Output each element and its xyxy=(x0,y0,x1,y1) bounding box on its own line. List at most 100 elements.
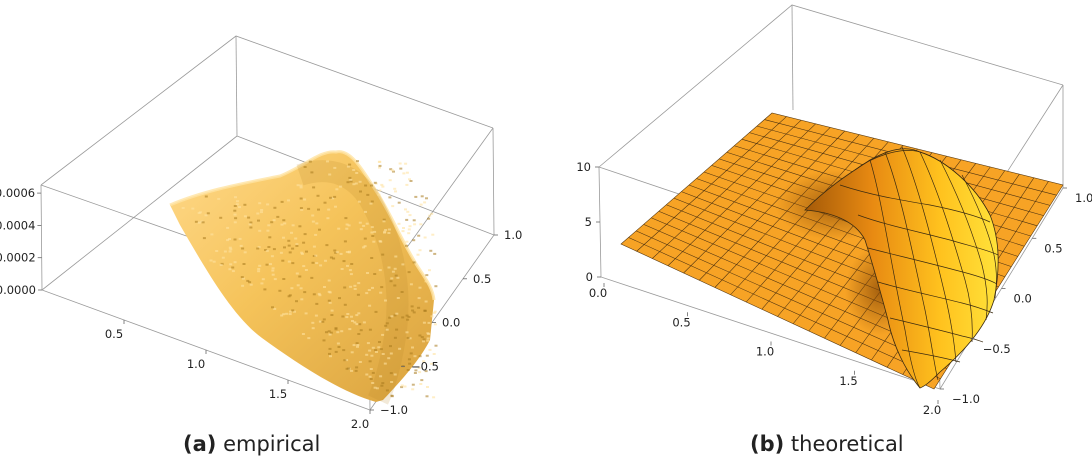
voxel xyxy=(260,282,264,285)
voxel xyxy=(197,221,201,224)
voxel xyxy=(368,304,372,307)
voxel xyxy=(377,160,381,163)
voxel xyxy=(381,185,385,188)
voxel xyxy=(228,246,232,249)
voxel xyxy=(411,388,415,391)
voxel xyxy=(373,181,377,184)
voxel xyxy=(394,274,398,277)
voxel xyxy=(338,297,341,300)
voxel xyxy=(408,178,411,181)
voxel xyxy=(427,321,431,324)
voxel xyxy=(256,212,260,215)
voxel xyxy=(418,286,422,289)
voxel xyxy=(310,276,314,279)
voxel xyxy=(397,222,401,225)
voxel xyxy=(406,369,410,371)
voxel xyxy=(359,329,363,332)
voxel xyxy=(395,328,399,331)
voxel xyxy=(334,205,337,208)
voxel xyxy=(266,203,270,206)
voxel xyxy=(370,231,374,234)
voxel xyxy=(351,320,354,322)
voxel xyxy=(314,314,318,317)
voxel xyxy=(243,215,247,218)
voxel xyxy=(257,246,261,249)
panel-b: 0 5 10 0.0 0.5 1.0 1.5 2.0 −1.0 −0.5 0.0 0.5 1.0 xyxy=(576,4,1092,417)
voxel xyxy=(288,294,292,297)
voxel xyxy=(420,336,424,339)
voxel xyxy=(394,190,397,193)
voxel xyxy=(236,200,239,203)
voxel xyxy=(356,344,360,346)
voxel xyxy=(410,305,414,308)
voxel xyxy=(317,208,320,211)
voxel xyxy=(240,276,244,279)
panel-b-x-tick-label: 1.5 xyxy=(839,374,857,388)
voxel xyxy=(431,233,435,236)
voxel xyxy=(271,269,275,272)
voxel xyxy=(389,352,393,355)
voxel xyxy=(409,352,413,355)
panel-a-x-tick-label: 1.0 xyxy=(187,357,205,371)
voxel xyxy=(373,273,377,275)
voxel xyxy=(407,228,411,231)
panel-a-y-tick-label: 1.0 xyxy=(504,228,522,242)
voxel xyxy=(353,321,357,324)
voxel xyxy=(235,203,239,206)
voxel xyxy=(432,311,436,314)
panel-a-y-ticks: −1.0 −0.5 0.0 0.5 1.0 xyxy=(370,228,522,417)
voxel xyxy=(433,323,437,326)
voxel xyxy=(393,373,397,376)
voxel xyxy=(334,251,338,254)
voxel xyxy=(403,385,407,388)
voxel xyxy=(362,321,366,324)
voxel xyxy=(400,386,404,389)
voxel xyxy=(362,224,366,227)
voxel xyxy=(300,298,304,301)
voxel xyxy=(271,306,274,309)
voxel xyxy=(271,273,275,276)
voxel xyxy=(434,285,438,288)
voxel xyxy=(371,382,375,384)
voxel xyxy=(303,198,307,201)
voxel xyxy=(408,214,412,217)
voxel xyxy=(295,300,298,303)
voxel xyxy=(280,314,284,317)
voxel xyxy=(371,371,375,374)
voxel xyxy=(248,281,252,284)
voxel xyxy=(355,342,359,345)
voxel xyxy=(353,288,357,290)
voxel xyxy=(418,355,422,358)
voxel xyxy=(233,213,237,216)
voxel xyxy=(354,182,358,185)
voxel xyxy=(426,339,430,342)
voxel xyxy=(389,280,393,283)
voxel xyxy=(422,340,425,343)
voxel xyxy=(345,359,349,362)
voxel xyxy=(364,184,368,187)
voxel xyxy=(390,381,394,383)
voxel xyxy=(303,166,307,168)
voxel xyxy=(365,373,369,376)
voxel xyxy=(407,358,411,361)
voxel xyxy=(347,367,351,370)
voxel xyxy=(426,332,430,335)
voxel xyxy=(359,228,363,231)
voxel xyxy=(358,323,362,326)
voxel xyxy=(327,279,331,282)
voxel xyxy=(221,256,225,259)
voxel xyxy=(434,344,438,347)
voxel xyxy=(241,247,245,250)
voxel xyxy=(204,195,208,198)
voxel xyxy=(314,233,318,236)
panel-b-y-tick-label: −0.5 xyxy=(983,342,1011,356)
voxel xyxy=(295,272,299,275)
voxel xyxy=(422,321,426,324)
voxel xyxy=(404,162,408,165)
voxel xyxy=(350,351,354,354)
voxel xyxy=(427,217,431,220)
voxel xyxy=(412,261,416,264)
voxel xyxy=(328,301,332,304)
voxel xyxy=(233,261,237,264)
voxel xyxy=(233,209,237,212)
